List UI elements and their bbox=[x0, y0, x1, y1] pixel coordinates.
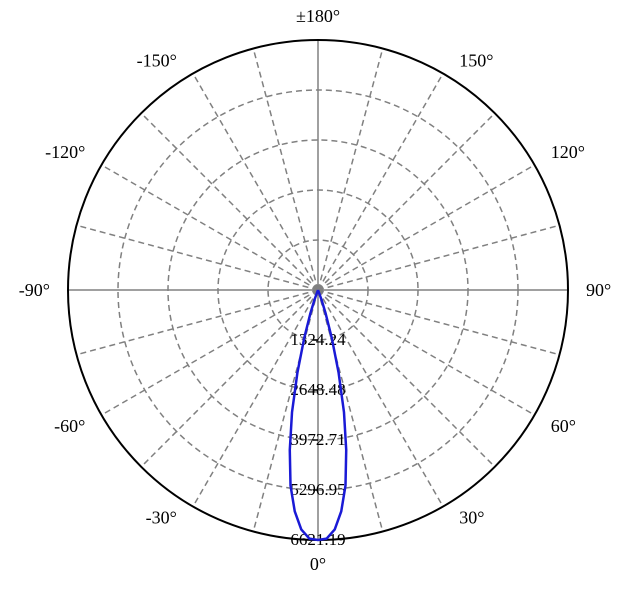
angle-label: -150° bbox=[137, 50, 177, 70]
polar-svg: 1324.242648.483972.715296.956621.190°30°… bbox=[0, 0, 636, 592]
radial-label: 2648.48 bbox=[290, 380, 345, 399]
angle-label: ±180° bbox=[296, 6, 340, 26]
polar-chart: 1324.242648.483972.715296.956621.190°30°… bbox=[0, 0, 636, 592]
angle-label: 60° bbox=[551, 416, 576, 436]
angle-label: 90° bbox=[586, 280, 611, 300]
angle-label: -30° bbox=[146, 507, 177, 527]
angle-label: -90° bbox=[19, 280, 50, 300]
angle-label: 120° bbox=[551, 142, 585, 162]
radial-label: 3972.71 bbox=[290, 430, 345, 449]
radial-label: 1324.24 bbox=[290, 330, 346, 349]
angle-label: 0° bbox=[310, 554, 326, 574]
radial-label: 5296.95 bbox=[290, 480, 345, 499]
angle-label: -120° bbox=[45, 142, 85, 162]
angle-label: 30° bbox=[459, 507, 484, 527]
angle-label: 150° bbox=[459, 50, 493, 70]
angle-label: -60° bbox=[54, 416, 85, 436]
